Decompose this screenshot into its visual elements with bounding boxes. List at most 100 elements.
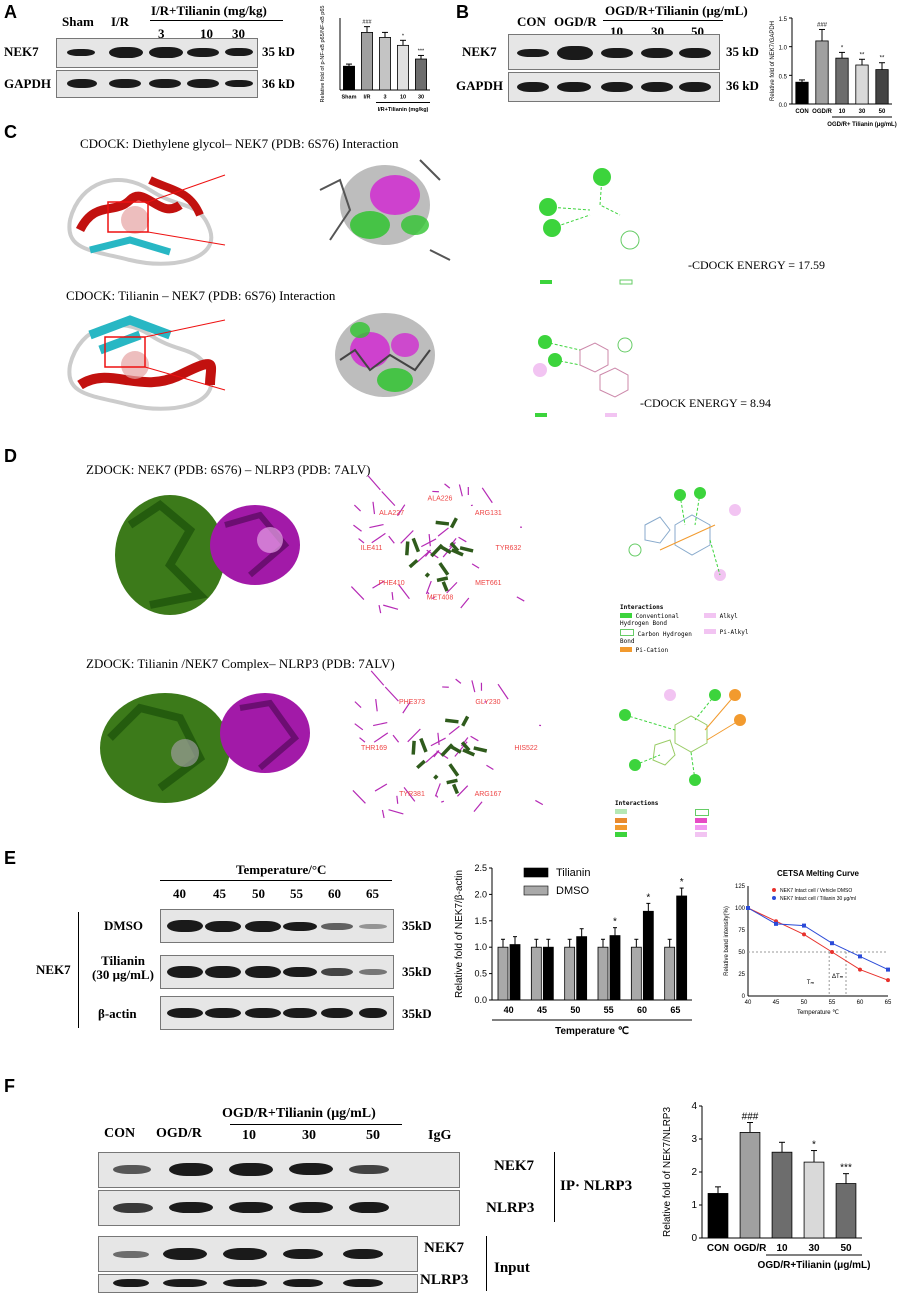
bar <box>343 66 354 90</box>
x-tick-label: 50 <box>570 1005 580 1015</box>
residue-stick <box>517 597 524 601</box>
bar <box>856 65 868 104</box>
dose-30: 30 <box>302 1128 316 1144</box>
y-tick-label: 1 <box>691 1200 697 1211</box>
residue-stick <box>486 765 493 769</box>
residue-stick <box>457 786 467 797</box>
interactions-legend: Interactions <box>615 800 775 837</box>
ligand-stick <box>426 574 429 577</box>
temp-50: 50 <box>252 886 265 902</box>
bar <box>740 1132 760 1238</box>
significance-mark: ** <box>860 52 865 58</box>
residue-stick <box>389 810 404 814</box>
residue-stick <box>368 475 381 489</box>
legend-marker <box>772 888 776 892</box>
ligand-stick <box>460 548 473 551</box>
western-blot-ip-nek7 <box>98 1152 460 1188</box>
residue-stick <box>447 582 457 593</box>
row-label-dmso: DMSO <box>104 918 143 934</box>
ip-row-label-nlrp3: NLRP3 <box>486 1200 534 1217</box>
bar <box>598 947 608 1000</box>
significance-mark: ### <box>362 20 372 26</box>
bar <box>379 37 390 90</box>
dose-10: 10 <box>242 1128 256 1144</box>
row-label-gapdh: GAPDH <box>4 76 51 92</box>
data-point <box>802 932 806 936</box>
lane-label-ogdr: OGD/R <box>156 1126 202 1142</box>
residue-stick <box>408 729 421 742</box>
treatment-line <box>150 20 283 21</box>
temp-55: 55 <box>290 886 303 902</box>
temp-65: 65 <box>366 886 379 902</box>
residue-label: TYR381 <box>399 791 425 798</box>
x-tick-label: CON <box>707 1243 729 1254</box>
x-tick-label: 50 <box>801 1000 808 1006</box>
x-axis-label: I/R+Tilianin (mg/kg) <box>378 107 429 113</box>
ligand-stick <box>443 582 447 591</box>
western-blot-nek7 <box>508 34 720 70</box>
significance-mark: ** <box>880 56 885 62</box>
western-blot-gapdh <box>56 70 258 98</box>
legend-label: NEK7 Intact cell / Vehicle DMSO <box>780 888 852 894</box>
row-label-gapdh: GAPDH <box>456 78 503 94</box>
binding-surface-image <box>300 300 460 410</box>
y-tick-label: 125 <box>735 884 746 890</box>
residue-label: ALA226 <box>428 496 453 503</box>
treatment-header: I/R+Tilianin (mg/kg) <box>151 3 267 19</box>
residue-stick <box>429 534 430 546</box>
ligand-stick <box>407 541 408 555</box>
residue-stick <box>472 680 475 692</box>
kd-label-nek7: 35 kD <box>262 44 295 60</box>
protein-ribbon-structure <box>60 160 230 280</box>
bar <box>643 911 653 1000</box>
residue-label: THR169 <box>361 745 387 752</box>
significance-mark: ### <box>742 1112 759 1123</box>
y-tick-label: 1.0 <box>779 46 788 52</box>
ligand-stick <box>434 776 437 779</box>
x-tick-label: 50 <box>840 1243 852 1254</box>
residue-stick <box>360 738 365 742</box>
y-axis-label: Relative fold of NEK7/GAPDH <box>770 21 776 101</box>
binding-residue-image: TYR632MET661MET408PHE410ILE411ALA227ALA2… <box>350 485 530 615</box>
legend-label: NEK7 Intact cell / Tilianin 30 μg/ml <box>780 896 856 902</box>
bar <box>631 947 641 1000</box>
residue-label: GLY230 <box>475 699 500 706</box>
y-tick-label: 25 <box>738 972 745 978</box>
panel-label-d: D <box>4 446 17 467</box>
residue-stick <box>401 531 414 544</box>
residue-stick <box>392 592 393 600</box>
lane-label-sham: Sham <box>62 14 94 30</box>
x-tick-label: OGD/R <box>812 109 832 115</box>
x-tick-label: OGD/R <box>734 1243 768 1254</box>
ligand-stick <box>417 761 424 768</box>
interaction-2d-diagram <box>620 485 750 595</box>
x-tick-label: 30 <box>808 1243 820 1254</box>
x-tick-label: 10 <box>776 1243 788 1254</box>
protein-complex-structure <box>110 485 320 625</box>
x-tick-label: 60 <box>637 1005 647 1015</box>
residue-stick <box>382 492 395 506</box>
y-tick-label: 1.5 <box>779 17 788 23</box>
series-line <box>748 908 888 980</box>
y-tick-label: 50 <box>738 950 745 956</box>
ligand-stick <box>440 563 448 575</box>
ligand-stick <box>463 717 468 726</box>
row-group-label: NEK7 <box>36 962 71 978</box>
residue-label: PHE373 <box>399 699 425 706</box>
docking-title: ZDOCK: Tilianin /NEK7 Complex– NLRP3 (PD… <box>86 656 395 672</box>
residue-stick <box>379 605 381 613</box>
x-tick-label: I/R <box>363 95 370 101</box>
row-label-tilianin: Tilianin (30 μg/mL) <box>90 954 156 982</box>
significance-mark: ### <box>817 22 828 28</box>
y-axis-label: Relative band intensity(%) <box>724 906 730 976</box>
bar-chart-b: 0.00.51.01.5CON###OGD/R*10**30**50OGD/R+… <box>768 4 898 129</box>
data-point <box>858 954 862 958</box>
residue-stick <box>397 796 398 804</box>
x-tick-label: Sham <box>342 95 357 101</box>
residue-stick <box>472 564 479 568</box>
input-row-label-nlrp3: NLRP3 <box>420 1272 468 1289</box>
interaction-2d-diagram <box>530 160 670 290</box>
